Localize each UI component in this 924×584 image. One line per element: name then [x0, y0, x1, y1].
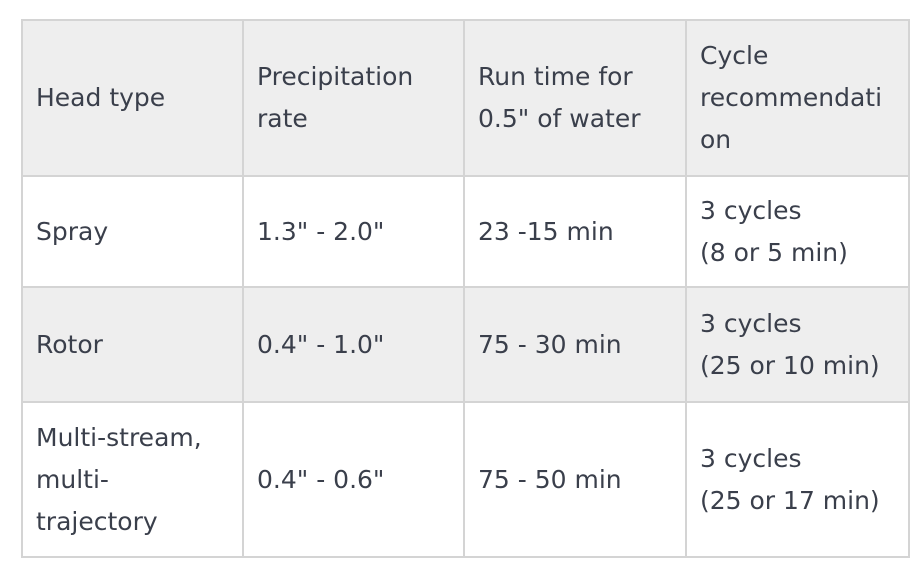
cell-run-time: 23 -15 min	[463, 175, 687, 288]
header-cycle-recommendation: Cycle recommendati on	[685, 19, 910, 177]
cell-run-time: 75 - 30 min	[463, 286, 687, 403]
cell-head-type: Multi-stream, multi- trajectory	[21, 401, 244, 558]
irrigation-table: Head type Precipitation rate Run time fo…	[21, 19, 910, 558]
cell-precipitation: 1.3" - 2.0"	[242, 175, 465, 288]
header-precipitation-rate: Precipitation rate	[242, 19, 465, 177]
header-run-time: Run time for 0.5" of water	[463, 19, 687, 177]
table-header-row: Head type Precipitation rate Run time fo…	[21, 19, 910, 177]
cell-cycle: 3 cycles (8 or 5 min)	[685, 175, 910, 288]
table-row: Multi-stream, multi- trajectory 0.4" - 0…	[21, 401, 910, 558]
cell-run-time: 75 - 50 min	[463, 401, 687, 558]
cell-precipitation: 0.4" - 0.6"	[242, 401, 465, 558]
table-row: Rotor 0.4" - 1.0" 75 - 30 min 3 cycles (…	[21, 286, 910, 403]
cell-head-type: Spray	[21, 175, 244, 288]
header-head-type: Head type	[21, 19, 244, 177]
cell-cycle: 3 cycles (25 or 17 min)	[685, 401, 910, 558]
cell-precipitation: 0.4" - 1.0"	[242, 286, 465, 403]
cell-head-type: Rotor	[21, 286, 244, 403]
table-container: Head type Precipitation rate Run time fo…	[21, 19, 910, 558]
table-row: Spray 1.3" - 2.0" 23 -15 min 3 cycles (8…	[21, 175, 910, 288]
cell-cycle: 3 cycles (25 or 10 min)	[685, 286, 910, 403]
